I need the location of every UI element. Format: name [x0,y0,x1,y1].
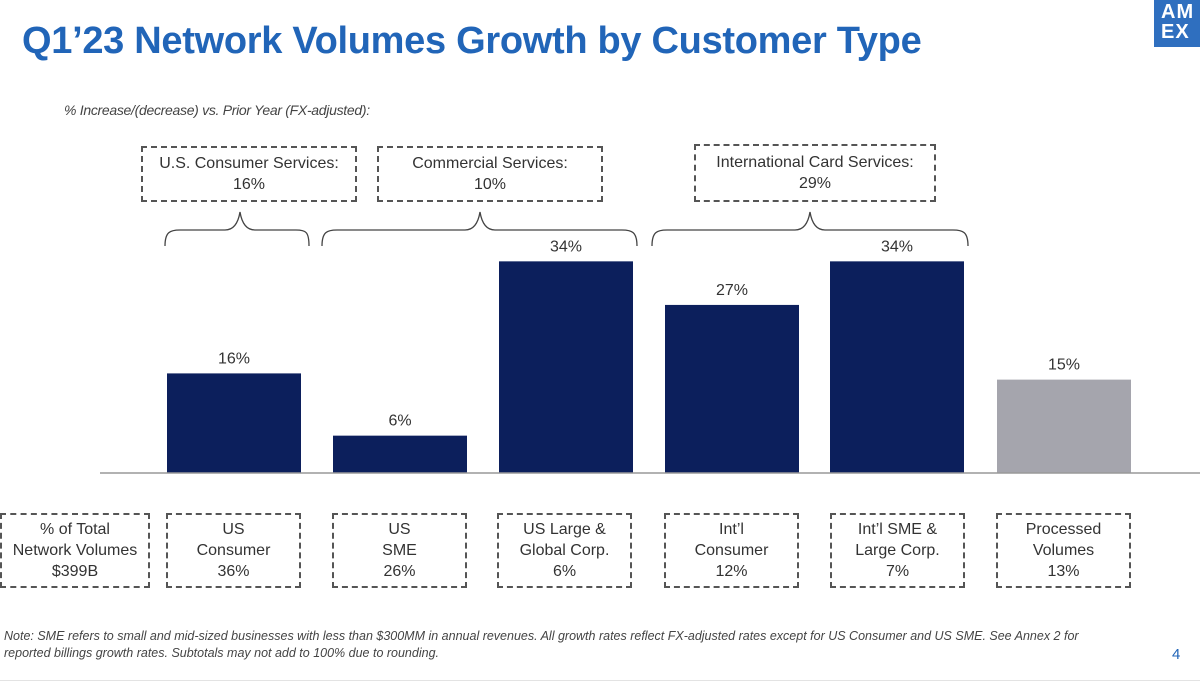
data-label-int-l-consumer: 27% [716,282,748,299]
data-label-us-consumer: 16% [218,350,250,367]
share-box-processed-volumes: Processed Volumes 13% [996,513,1131,588]
share-value: 26% [383,563,416,580]
segment-label: Commercial Services: [412,155,568,172]
data-label-processed-volumes: 15% [1048,357,1080,374]
share-value: 36% [217,563,250,580]
share-label-line2: Volumes [1032,542,1095,559]
logo-text-bottom: EX [1161,21,1190,43]
segment-brace-commercial [321,211,638,247]
segment-brace-us-consumer [164,211,310,247]
share-box-intl-sme-large-corp: Int’l SME & Large Corp. 7% [830,513,965,588]
segment-box-us-consumer-services: U.S. Consumer Services: 16% [141,146,357,202]
share-header-line2: Network Volumes [12,542,138,559]
footnote: Note: SME refers to small and mid-sized … [4,629,1079,660]
logo-text-top: AM [1161,1,1195,23]
share-box-us-consumer: US Consumer 36% [166,513,301,588]
share-value: 12% [715,563,748,580]
share-label-line2: Global Corp. [519,542,610,559]
share-header-box: % of Total Network Volumes $399B [0,513,150,588]
share-label-line1: Processed [1025,521,1102,538]
segment-label: International Card Services: [716,154,914,171]
share-value: 13% [1047,563,1080,580]
share-label-line2: SME [382,542,417,559]
share-header-line1: % of Total [40,521,110,538]
segment-box-international-card-services: International Card Services: 29% [694,144,936,202]
bar-int-l-sme-large-corp [830,261,964,473]
segment-brace-international [651,211,969,247]
data-label-int-l-sme-large-corp: 34% [881,238,913,255]
share-label-line2: Large Corp. [855,542,940,559]
data-label-us-large-global-corp: 34% [550,238,582,255]
share-label-line1: Int’l SME & [857,521,938,538]
share-label-line2: Consumer [196,542,271,559]
segment-box-commercial-services: Commercial Services: 10% [377,146,603,202]
amex-logo: AM EX [1154,0,1200,47]
share-box-intl-consumer: Int’l Consumer 12% [664,513,799,588]
page-title: Q1’23 Network Volumes Growth by Customer… [22,20,922,62]
footer-divider [0,680,1200,681]
bar-us-sme [333,435,467,473]
segment-value: 29% [798,175,832,192]
bar-processed-volumes [997,379,1131,473]
bar-us-consumer [167,373,301,473]
segment-value: 10% [473,176,507,193]
bar-us-large-global-corp [499,261,633,473]
page-number: 4 [1172,646,1181,663]
share-value: 6% [552,563,577,580]
share-box-us-sme: US SME 26% [332,513,467,588]
share-label-line1: Int’l [719,521,744,538]
share-label-line2: Consumer [694,542,769,559]
bar-int-l-consumer [665,304,799,473]
data-label-us-sme: 6% [388,413,411,430]
chart-subtitle: % Increase/(decrease) vs. Prior Year (FX… [64,102,370,118]
share-label-line1: US [222,521,245,538]
share-header-total: $399B [51,563,99,580]
share-value: 7% [885,563,910,580]
share-label-line1: US Large & [523,521,606,538]
share-box-us-large-global-corp: US Large & Global Corp. 6% [497,513,632,588]
segment-value: 16% [232,176,266,193]
segment-label: U.S. Consumer Services: [159,155,339,172]
share-label-line1: US [388,521,411,538]
